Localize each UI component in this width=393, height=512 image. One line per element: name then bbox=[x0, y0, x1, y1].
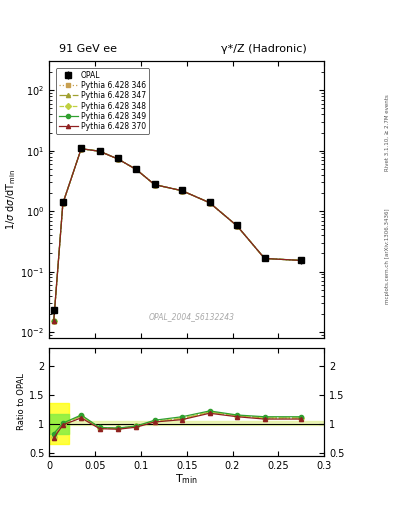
Pythia 6.428 370 bbox=[180, 187, 184, 194]
Line: Pythia 6.428 347: Pythia 6.428 347 bbox=[51, 146, 303, 324]
Pythia 6.428 346 bbox=[299, 258, 304, 264]
Pythia 6.428 348 bbox=[134, 166, 139, 173]
Pythia 6.428 346 bbox=[262, 255, 267, 262]
Pythia 6.428 347 bbox=[235, 223, 239, 229]
Pythia 6.428 348 bbox=[262, 255, 267, 262]
Pythia 6.428 347 bbox=[134, 166, 139, 173]
Pythia 6.428 370 bbox=[51, 318, 56, 325]
Pythia 6.428 370 bbox=[97, 148, 102, 154]
Pythia 6.428 349 bbox=[51, 318, 56, 325]
Pythia 6.428 348 bbox=[97, 148, 102, 154]
Pythia 6.428 349 bbox=[116, 156, 120, 162]
Line: Pythia 6.428 346: Pythia 6.428 346 bbox=[51, 146, 303, 324]
Pythia 6.428 346 bbox=[51, 318, 56, 325]
Pythia 6.428 348 bbox=[152, 182, 157, 188]
Pythia 6.428 370 bbox=[79, 145, 84, 152]
Pythia 6.428 349 bbox=[79, 145, 84, 152]
Pythia 6.428 346 bbox=[207, 200, 212, 206]
Pythia 6.428 348 bbox=[116, 156, 120, 162]
Bar bbox=[69, 421, 324, 425]
Pythia 6.428 370 bbox=[61, 200, 65, 206]
Pythia 6.428 346 bbox=[152, 182, 157, 188]
Pythia 6.428 349 bbox=[207, 200, 212, 206]
Pythia 6.428 370 bbox=[299, 258, 304, 264]
Bar bbox=[49, 403, 69, 444]
Pythia 6.428 346 bbox=[79, 145, 84, 152]
Pythia 6.428 348 bbox=[61, 200, 65, 206]
Y-axis label: Ratio to OPAL: Ratio to OPAL bbox=[17, 373, 26, 431]
Pythia 6.428 370 bbox=[134, 166, 139, 173]
Pythia 6.428 370 bbox=[235, 223, 239, 229]
Pythia 6.428 349 bbox=[134, 166, 139, 173]
Pythia 6.428 347 bbox=[180, 187, 184, 194]
Pythia 6.428 348 bbox=[299, 258, 304, 264]
Pythia 6.428 347 bbox=[51, 318, 56, 325]
Pythia 6.428 348 bbox=[79, 145, 84, 152]
Legend: OPAL, Pythia 6.428 346, Pythia 6.428 347, Pythia 6.428 348, Pythia 6.428 349, Py: OPAL, Pythia 6.428 346, Pythia 6.428 347… bbox=[56, 68, 149, 134]
Pythia 6.428 347 bbox=[262, 255, 267, 262]
Pythia 6.428 370 bbox=[116, 156, 120, 162]
Pythia 6.428 348 bbox=[207, 200, 212, 206]
Pythia 6.428 348 bbox=[235, 223, 239, 229]
Pythia 6.428 348 bbox=[180, 187, 184, 194]
Y-axis label: 1/$\sigma$ d$\sigma$/dT$_{\mathregular{min}}$: 1/$\sigma$ d$\sigma$/dT$_{\mathregular{m… bbox=[4, 169, 18, 230]
Text: OPAL_2004_S6132243: OPAL_2004_S6132243 bbox=[149, 312, 235, 322]
Pythia 6.428 347 bbox=[152, 182, 157, 188]
Pythia 6.428 347 bbox=[61, 200, 65, 206]
Pythia 6.428 347 bbox=[299, 258, 304, 264]
Pythia 6.428 349 bbox=[180, 187, 184, 194]
Pythia 6.428 346 bbox=[180, 187, 184, 194]
X-axis label: T$_{\mathregular{min}}$: T$_{\mathregular{min}}$ bbox=[175, 472, 198, 486]
Pythia 6.428 349 bbox=[61, 200, 65, 206]
Pythia 6.428 349 bbox=[97, 148, 102, 154]
Pythia 6.428 348 bbox=[51, 318, 56, 325]
Pythia 6.428 370 bbox=[262, 255, 267, 262]
Pythia 6.428 349 bbox=[262, 255, 267, 262]
Pythia 6.428 347 bbox=[97, 148, 102, 154]
Line: Pythia 6.428 370: Pythia 6.428 370 bbox=[51, 146, 303, 324]
Pythia 6.428 346 bbox=[116, 156, 120, 162]
Pythia 6.428 347 bbox=[116, 156, 120, 162]
Pythia 6.428 349 bbox=[235, 223, 239, 229]
Pythia 6.428 370 bbox=[207, 200, 212, 206]
Pythia 6.428 370 bbox=[152, 182, 157, 188]
Pythia 6.428 349 bbox=[152, 182, 157, 188]
Pythia 6.428 346 bbox=[134, 166, 139, 173]
Pythia 6.428 346 bbox=[235, 223, 239, 229]
Text: Rivet 3.1.10, ≥ 2.7M events: Rivet 3.1.10, ≥ 2.7M events bbox=[385, 95, 389, 172]
Line: Pythia 6.428 348: Pythia 6.428 348 bbox=[51, 146, 303, 324]
Text: mcplots.cern.ch [arXiv:1306.3436]: mcplots.cern.ch [arXiv:1306.3436] bbox=[385, 208, 389, 304]
Pythia 6.428 346 bbox=[61, 200, 65, 206]
Pythia 6.428 347 bbox=[79, 145, 84, 152]
Pythia 6.428 346 bbox=[97, 148, 102, 154]
Line: Pythia 6.428 349: Pythia 6.428 349 bbox=[51, 146, 303, 324]
Text: 91 GeV ee: 91 GeV ee bbox=[59, 44, 117, 54]
Pythia 6.428 349 bbox=[299, 258, 304, 264]
Text: γ*/Z (Hadronic): γ*/Z (Hadronic) bbox=[221, 44, 307, 54]
Pythia 6.428 347 bbox=[207, 200, 212, 206]
Bar bbox=[49, 414, 69, 434]
